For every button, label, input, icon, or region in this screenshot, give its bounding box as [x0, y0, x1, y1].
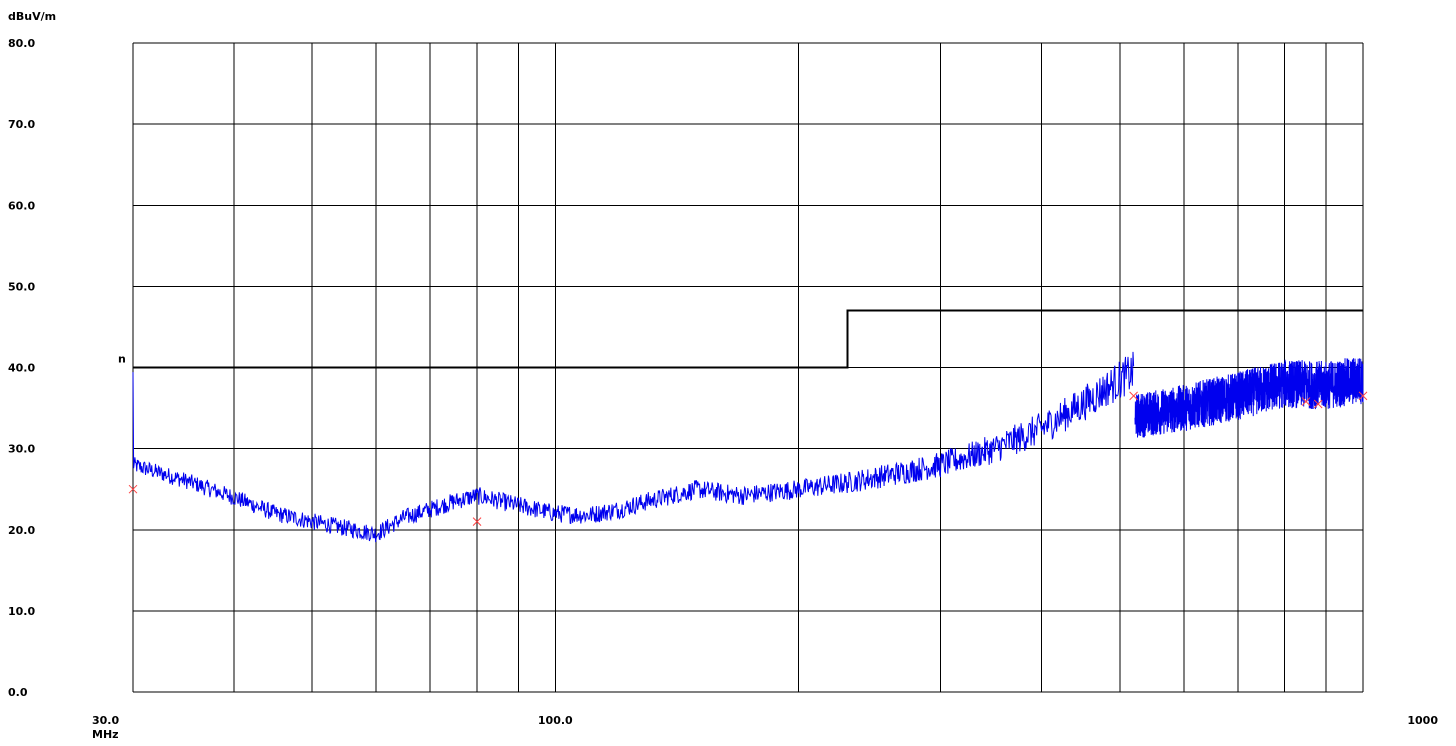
- peak-marker-stroke: [472, 517, 482, 526]
- trace-segment: [132, 351, 1135, 543]
- peak-marker-stroke: [1358, 391, 1368, 401]
- y-tick-label: 60.0: [8, 199, 35, 212]
- peak-marker-stroke: [128, 484, 138, 494]
- peak-marker: [128, 484, 138, 494]
- y-tick-label: 10.0: [8, 605, 35, 618]
- peak-marker: [1358, 391, 1368, 401]
- y-tick-label: 80.0: [8, 37, 35, 50]
- peak-marker: [1129, 391, 1138, 401]
- limit-line-marker: n: [118, 353, 126, 366]
- y-tick-label: 40.0: [8, 362, 35, 375]
- peak-markers: [128, 391, 1368, 526]
- y-unit-label: dBuV/m: [8, 10, 56, 23]
- peak-marker: [1301, 397, 1311, 406]
- trace-segment: [1134, 358, 1364, 438]
- y-tick-label: 70.0: [8, 118, 35, 131]
- y-tick-label: 20.0: [8, 524, 35, 537]
- y-tick-label: 0.0: [8, 686, 28, 699]
- x-tick-label: 30.0: [92, 714, 119, 727]
- peak-marker: [472, 517, 482, 526]
- limit-line-path: [133, 309, 1363, 369]
- y-tick-label: 50.0: [8, 280, 35, 293]
- x-tick-label: 1000: [1407, 714, 1438, 727]
- limit-line: n: [118, 309, 1363, 369]
- peak-marker: [1313, 399, 1323, 409]
- x-tick-labels: 30.0 100.0 1000: [92, 714, 1438, 727]
- x-unit-label: MHz: [92, 728, 119, 741]
- peak-marker-stroke: [1129, 391, 1138, 401]
- measurement-trace: [132, 351, 1364, 543]
- x-tick-label: 100.0: [538, 714, 573, 727]
- peak-marker-stroke: [1313, 399, 1323, 409]
- y-tick-label: 30.0: [8, 443, 35, 456]
- peak-marker-stroke: [1301, 397, 1311, 406]
- y-tick-labels: 0.0 10.0 20.0 30.0 40.0 50.0 60.0 70.0 80.0: [8, 37, 35, 699]
